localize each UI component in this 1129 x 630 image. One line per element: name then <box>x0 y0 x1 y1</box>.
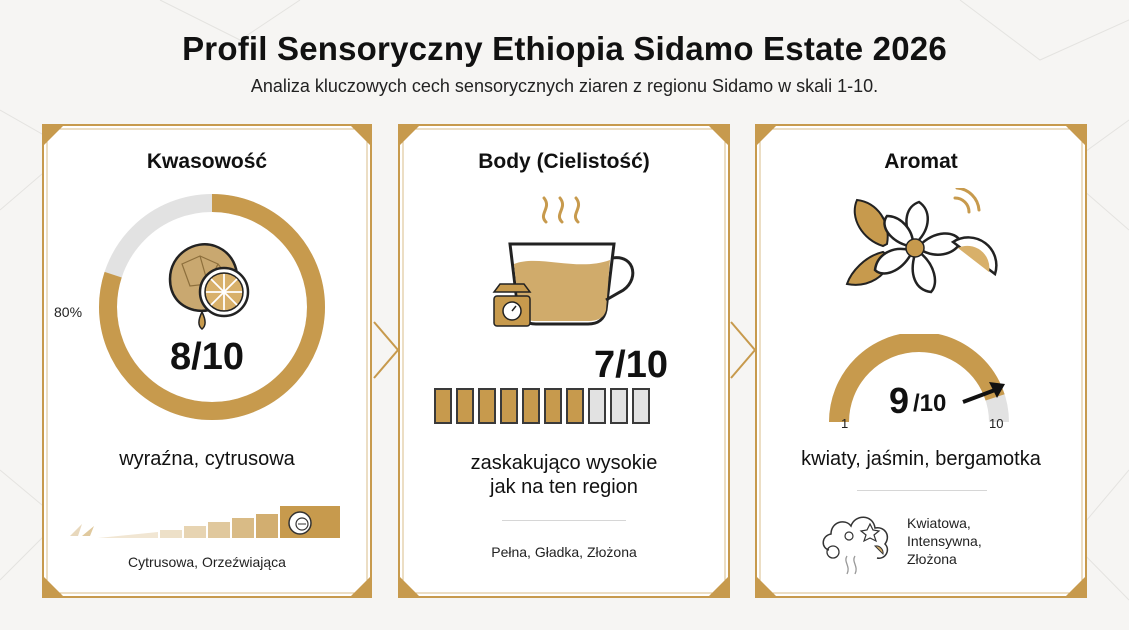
bar-segment <box>544 388 562 424</box>
aroma-score-sub: /10 <box>913 390 947 417</box>
aroma-footer-line1: Kwiatowa, <box>907 515 971 531</box>
aroma-cloud-icon <box>822 516 889 575</box>
acidity-ring-fill <box>99 194 325 420</box>
bar-segment <box>588 388 606 424</box>
lemon-icon <box>168 243 250 330</box>
page-title: Profil Sensoryczny Ethiopia Sidamo Estat… <box>182 30 947 67</box>
page-subtitle: Analiza kluczowych cech sensorycznych zi… <box>250 76 879 96</box>
scale-icon <box>492 283 532 327</box>
acidity-ring-chart <box>99 194 325 420</box>
acidity-footer: Cytrusowa, Orzeźwiająca <box>128 554 286 570</box>
card-title: Body (Cielistość) <box>478 150 650 173</box>
bar-segment <box>522 388 540 424</box>
bar-segment <box>478 388 496 424</box>
bar-segment <box>610 388 628 424</box>
card-frame <box>398 124 730 598</box>
acidity-card: Kwasowość 80% 8/10 wyraźna, cytrusowa Cy… <box>42 124 372 598</box>
card-frame <box>42 124 372 598</box>
acidity-intensity-ramp <box>70 506 340 538</box>
acidity-score: 8/10 <box>170 336 244 378</box>
body-bar-meter <box>434 388 650 424</box>
body-description-line1: zaskakująco wysokie <box>470 452 658 474</box>
arrow-icon <box>962 382 1005 404</box>
bar-segment <box>500 388 518 424</box>
bar-segment <box>632 388 650 424</box>
aroma-card: Aromat 9 /10 1 10 kwiaty, jaśmin, bergam… <box>755 124 1087 598</box>
bar-segment <box>566 388 584 424</box>
card-frame <box>755 124 1087 598</box>
divider <box>502 520 626 521</box>
gauge-min-label: 1 <box>841 416 849 431</box>
aroma-gauge <box>829 334 1009 423</box>
card-title: Kwasowość <box>146 150 268 173</box>
bar-segment <box>434 388 452 424</box>
card-title: Aromat <box>884 150 958 173</box>
aroma-score-main: 9 <box>889 380 910 421</box>
aroma-footer-line3: Złożona <box>907 551 957 567</box>
aroma-gauge-fill <box>829 334 1009 423</box>
flower-icon <box>845 188 998 294</box>
body-score: 7/10 <box>594 344 668 386</box>
gauge-max-label: 10 <box>989 416 1004 431</box>
aroma-footer-line2: Intensywna, <box>907 533 982 549</box>
acidity-description: wyraźna, cytrusowa <box>119 448 295 470</box>
divider <box>857 490 987 491</box>
body-description-line2: jak na ten region <box>490 476 638 498</box>
body-card: Body (Cielistość) 7/10 zaskakująco wysok… <box>398 124 730 598</box>
aroma-description: kwiaty, jaśmin, bergamotka <box>801 448 1041 470</box>
body-footer: Pełna, Gładka, Złożona <box>491 544 637 560</box>
ring-percent-label: 80% <box>54 304 83 320</box>
bar-segment <box>456 388 474 424</box>
